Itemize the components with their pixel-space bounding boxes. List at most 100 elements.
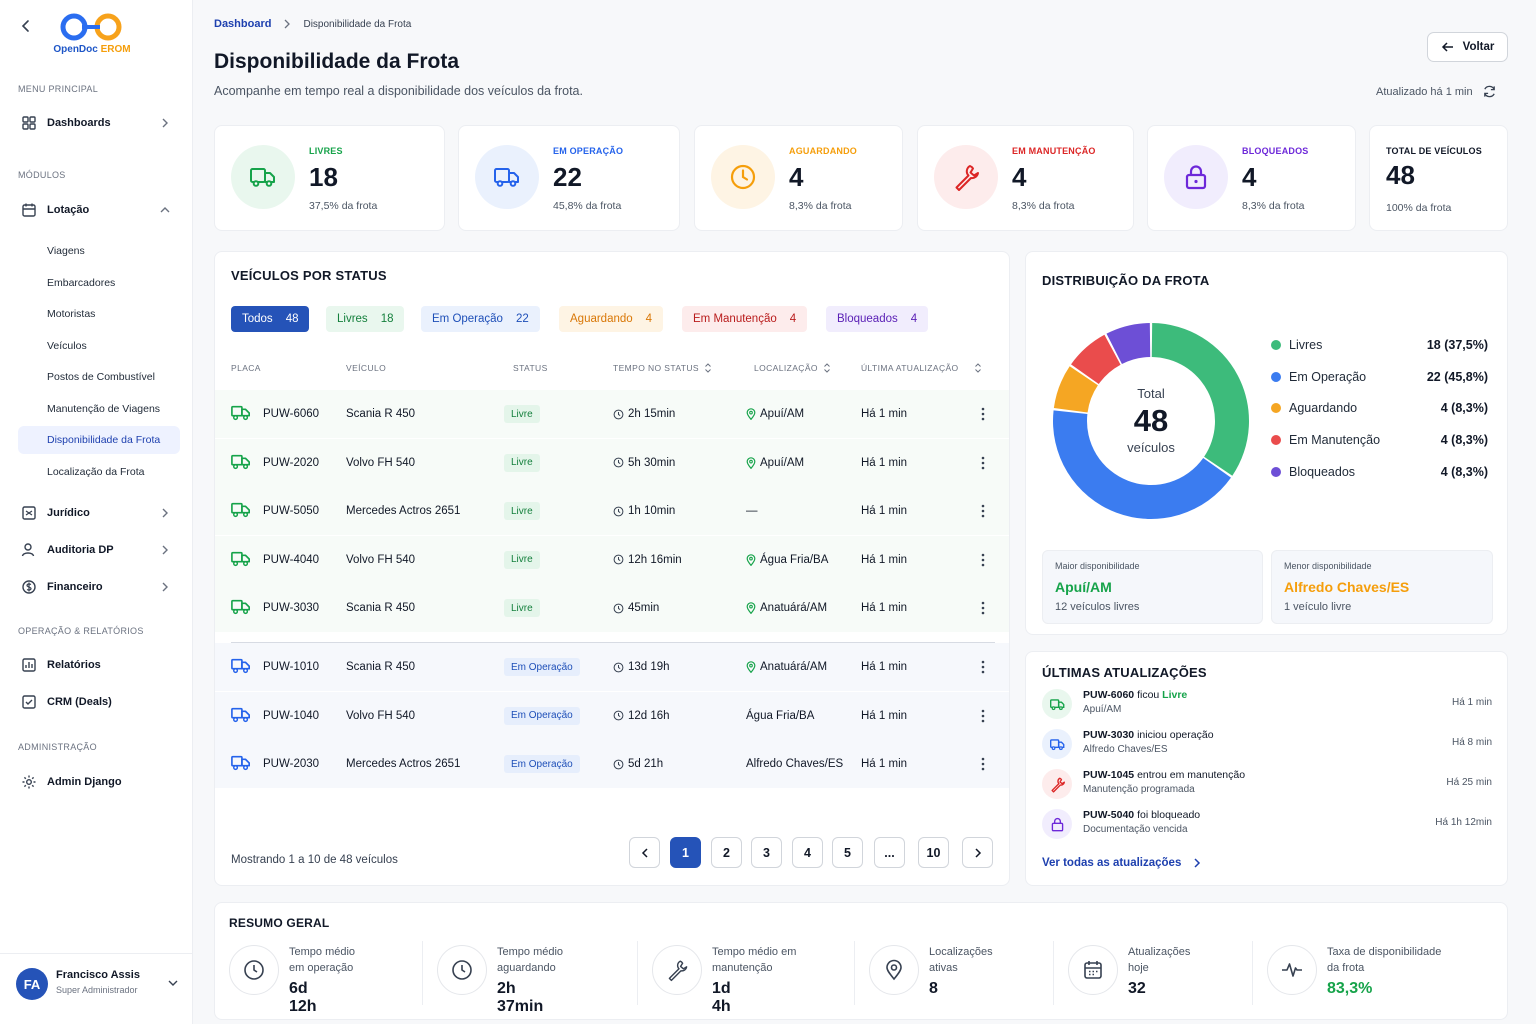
pagination-next[interactable]	[962, 837, 993, 868]
nav-sub-veiculos[interactable]: Veículos	[47, 340, 87, 352]
more-vertical-icon[interactable]	[979, 503, 987, 519]
see-all-updates-link[interactable]: Ver todas as atualizações	[1042, 857, 1203, 869]
update-item[interactable]: PUW-5040 foi bloqueado Documentação venc…	[1042, 807, 1492, 845]
column-tempo[interactable]: TEMPO NO STATUS	[613, 363, 712, 373]
filter-em-operacao[interactable]: Em Operação 22	[421, 306, 540, 332]
pagination-page[interactable]: 5	[832, 837, 863, 868]
pagination-page[interactable]: ...	[874, 837, 905, 868]
nav-crm[interactable]: CRM (Deals)	[18, 688, 180, 716]
stat-card-aguardando: AGUARDANDO 4 8,3% da frota	[694, 125, 903, 231]
more-vertical-icon[interactable]	[979, 600, 987, 616]
pagination-page[interactable]: 1	[670, 837, 701, 868]
vehicles-card: VEÍCULOS POR STATUS Todos 48 Livres 18 Em …	[214, 251, 1010, 886]
filter-bloqueados[interactable]: Bloqueados 4	[826, 306, 929, 332]
cell-atualizacao: Há 1 min	[861, 553, 908, 566]
map-pin-icon	[746, 602, 756, 615]
more-vertical-icon[interactable]	[979, 552, 987, 568]
nav-juridico[interactable]: Jurídico	[18, 499, 180, 527]
chevron-right-icon	[162, 118, 168, 128]
nav-sub-postos[interactable]: Postos de Combustível	[47, 371, 155, 383]
chevron-right-icon	[162, 508, 168, 518]
user-profile[interactable]: FA Francisco Assis Super Administrador	[0, 953, 193, 1024]
cell-localizacao: Anatuárá/AM	[746, 602, 828, 615]
stat-value: 4	[789, 162, 804, 192]
stat-value: 4	[1242, 162, 1257, 192]
truck-icon	[494, 168, 519, 187]
chevron-left-icon[interactable]	[18, 18, 34, 34]
table-row[interactable]: PUW-2020 Volvo FH 540 Livre 5h 30min Apuí/AM…	[215, 438, 1009, 487]
column-atualizacao[interactable]: ÚLTIMA ATUALIZAÇÃO	[861, 363, 982, 373]
back-button[interactable]: Voltar	[1427, 32, 1508, 62]
nav-sub-embarcadores[interactable]: Embarcadores	[47, 277, 116, 289]
min-availability-box: Menor disponibilidade Alfredo Chaves/ES …	[1271, 550, 1493, 624]
stat-icon-bg	[934, 145, 998, 209]
more-vertical-icon[interactable]	[979, 659, 987, 675]
update-icon-bg	[1042, 809, 1072, 839]
table-row[interactable]: PUW-5050 Mercedes Actros 2651 Livre 1h 10mi…	[215, 487, 1009, 536]
donut-slice-bloqueados[interactable]	[1106, 323, 1151, 364]
table-row[interactable]: PUW-1040 Volvo FH 540 Em Operação 12d 16h Ág…	[215, 691, 1009, 740]
more-vertical-icon[interactable]	[979, 406, 987, 422]
table-row[interactable]: PUW-1010 Scania R 450 Em Operação 13d 19h An…	[215, 643, 1009, 691]
nav-financeiro[interactable]: Financeiro	[18, 573, 180, 601]
nav-relatorios[interactable]: Relatórios	[18, 651, 180, 679]
pagination-page[interactable]: 10	[918, 837, 949, 868]
column-localizacao[interactable]: LOCALIZAÇÃO	[754, 363, 831, 373]
update-item[interactable]: PUW-3030 iniciou operação Alfredo Chaves…	[1042, 727, 1492, 765]
summary-icon-bg	[869, 945, 919, 995]
chevron-down-icon[interactable]	[166, 976, 180, 990]
donut-slice-aguardando[interactable]	[1053, 366, 1098, 413]
update-item[interactable]: PUW-6060 ficou Livre Apuí/AM Há 1 min	[1042, 687, 1492, 725]
page-subtitle: Acompanhe em tempo real a disponibilidad…	[214, 84, 583, 98]
filter-aguardando[interactable]: Aguardando 4	[559, 306, 664, 332]
check-square-icon	[22, 695, 36, 709]
update-item[interactable]: PUW-1045 entrou em manutenção Manutenção…	[1042, 767, 1492, 805]
legend-item: Em Operação 22 (45,8%)	[1271, 367, 1488, 387]
arrow-left-icon	[1441, 42, 1453, 52]
table-row[interactable]: PUW-3030 Scania R 450 Livre 45min Anatuárá/A…	[215, 584, 1009, 633]
more-vertical-icon[interactable]	[979, 455, 987, 471]
donut-slice-em-operacao[interactable]	[1053, 410, 1231, 519]
nav-sub-disponibilidade[interactable]: Disponibilidade da Frota	[18, 426, 180, 454]
nav-financeiro-label: Financeiro	[47, 581, 103, 593]
cell-tempo: 5d 21h	[613, 758, 663, 770]
summary-divider	[1053, 941, 1054, 1005]
table-row[interactable]: PUW-6060 Scania R 450 Livre 2h 15min Apuí/AM…	[215, 390, 1009, 438]
more-vertical-icon[interactable]	[979, 708, 987, 724]
cell-tempo: 45min	[613, 602, 659, 614]
table-row[interactable]: PUW-2030 Mercedes Actros 2651 Em Operação 5…	[215, 740, 1009, 789]
nav-sub-viagens[interactable]: Viagens	[47, 245, 85, 257]
donut-center-value: 48	[1133, 403, 1169, 438]
nav-sub-localizacao[interactable]: Localização da Frota	[47, 466, 145, 478]
stat-percent: 37,5% da frota	[309, 200, 378, 212]
pagination-page[interactable]: 4	[792, 837, 823, 868]
pagination-page[interactable]: 2	[711, 837, 742, 868]
activity-icon	[1282, 963, 1302, 977]
nav-lotacao[interactable]: Lotação	[18, 196, 180, 224]
filter-todos[interactable]: Todos 48	[231, 306, 310, 332]
donut-slice-em-manutencao[interactable]	[1071, 334, 1121, 385]
donut-slice-livres[interactable]	[1151, 323, 1249, 476]
breadcrumb-root[interactable]: Dashboard	[214, 18, 272, 30]
nav-dashboards[interactable]: Dashboards	[18, 109, 180, 137]
nav-sub-motoristas[interactable]: Motoristas	[47, 308, 96, 320]
cell-localizacao-text: Anatuárá/AM	[760, 602, 828, 615]
more-vertical-icon[interactable]	[979, 756, 987, 772]
nav-admin-django[interactable]: Admin Django	[18, 768, 180, 796]
cell-localizacao-text: Apuí/AM	[760, 456, 805, 469]
pagination-prev[interactable]	[629, 837, 660, 868]
map-pin-icon	[746, 661, 756, 673]
filter-em-manutencao[interactable]: Em Manutenção 4	[682, 306, 808, 332]
nav-sub-manutencao-viagens[interactable]: Manutenção de Viagens	[47, 403, 161, 415]
min-availability-value: Alfredo Chaves/ES	[1284, 579, 1410, 595]
table-row[interactable]: PUW-4040 Volvo FH 540 Livre 12h 16min Água F…	[215, 535, 1009, 584]
filter-livres[interactable]: Livres 18	[326, 306, 405, 332]
nav-auditoria[interactable]: Auditoria DP	[18, 536, 180, 564]
back-button-label: Voltar	[1462, 41, 1495, 53]
update-text: PUW-1045 entrou em manutenção	[1083, 769, 1245, 781]
refresh-icon[interactable]	[1482, 84, 1497, 99]
pagination-page[interactable]: 3	[751, 837, 782, 868]
nav-admin-django-label: Admin Django	[47, 776, 122, 788]
column-label: TEMPO NO STATUS	[613, 363, 699, 373]
truck-icon	[1049, 738, 1064, 750]
